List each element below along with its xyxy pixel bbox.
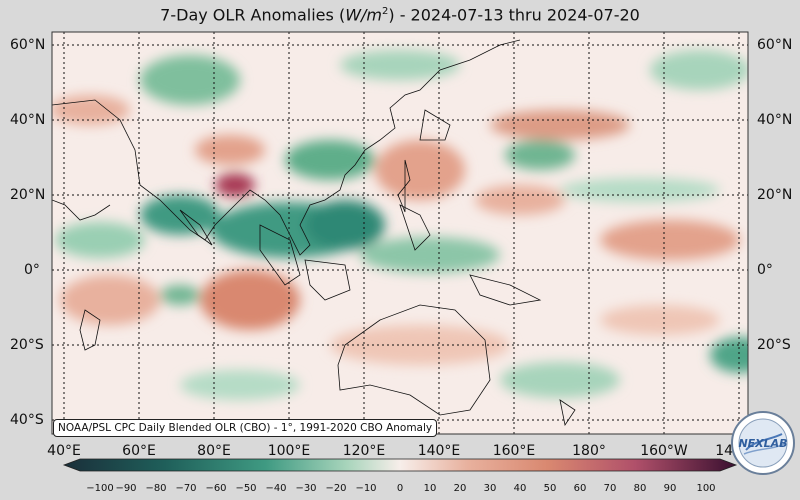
colorbar-tick: 20 [453,483,467,494]
colorbar-tick: 70 [603,483,617,494]
lon-label: 140°E [417,443,461,459]
colorbar-tick: −90 [115,483,137,494]
colorbar-tick: −50 [235,483,257,494]
lat-label-right: 60°N [757,37,793,53]
lat-label-left: 40°N [10,112,46,128]
colorbar-tick: −80 [145,483,167,494]
lat-label-left: 60°N [10,37,46,53]
lon-label: 180° [572,443,606,459]
colorbar-gradient [62,458,738,472]
lat-label-left: 40°S [10,412,44,428]
lon-label: 80°E [197,443,231,459]
coastlines [52,39,576,427]
colorbar-tick: −70 [175,483,197,494]
colorbar-tick: −30 [295,483,317,494]
anomaly-field [52,50,748,400]
lon-label: 160°E [492,443,536,459]
lat-label-left: 0° [24,262,40,278]
colorbar-tick: 80 [633,483,647,494]
map-title: 7-Day OLR Anomalies (W/m2) - 2024-07-13 … [160,5,640,25]
colorbar-tick: 40 [513,483,527,494]
colorbar-tick: 0 [396,483,404,494]
lat-label-left: 20°N [10,187,46,203]
title-units-exponent: 2 [381,6,389,17]
title-units: W/m [345,5,382,25]
colorbar-tick: 50 [543,483,557,494]
lon-label: 60°E [122,443,156,459]
lat-label-left: 20°S [10,337,44,353]
colorbar-tick: −10 [355,483,377,494]
colorbar-tick: −100 [86,483,114,494]
colorbar-tick: 100 [696,483,716,494]
lon-label: 40°E [47,443,81,459]
colorbar [62,458,738,472]
colorbar-tick: −40 [265,483,287,494]
lon-label: 120°E [342,443,386,459]
colorbar-tick: −20 [325,483,347,494]
data-source-caption: NOAA/PSL CPC Daily Blended OLR (CBO) - 1… [53,419,438,437]
logo-text: NEXLAB [738,437,787,450]
lat-label-right: 20°N [757,187,793,203]
colorbar-tick: 60 [573,483,587,494]
lon-label: 160°W [640,443,688,459]
nexlab-logo-icon: NEXLAB [731,411,795,475]
lat-label-right: 0° [757,262,773,278]
colorbar-tick: 30 [483,483,497,494]
colorbar-tick: −60 [205,483,227,494]
colorbar-tick: 90 [663,483,677,494]
graticule [52,32,748,434]
lat-label-right: 40°N [757,112,793,128]
colorbar-tick: 10 [423,483,437,494]
lat-label-right: 20°S [757,337,791,353]
lon-label: 100°E [267,443,311,459]
